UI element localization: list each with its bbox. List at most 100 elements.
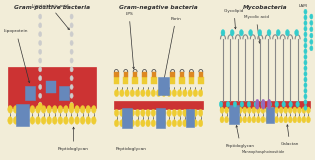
Circle shape	[304, 94, 307, 99]
Circle shape	[304, 60, 307, 65]
Circle shape	[70, 32, 73, 37]
Circle shape	[266, 116, 269, 123]
Circle shape	[284, 107, 288, 113]
Circle shape	[38, 103, 42, 110]
Circle shape	[146, 120, 150, 127]
Circle shape	[249, 30, 253, 36]
Circle shape	[47, 117, 52, 124]
Bar	[123, 72, 128, 77]
Circle shape	[262, 104, 265, 109]
Circle shape	[183, 120, 187, 127]
Bar	[46, 81, 56, 93]
Circle shape	[52, 106, 57, 113]
Circle shape	[183, 90, 187, 97]
Bar	[133, 72, 137, 77]
Text: Glycolipid: Glycolipid	[224, 9, 244, 29]
Circle shape	[151, 90, 156, 97]
Circle shape	[75, 117, 79, 124]
Circle shape	[193, 120, 198, 127]
Circle shape	[306, 107, 310, 113]
Circle shape	[304, 54, 307, 60]
Circle shape	[304, 77, 307, 82]
Circle shape	[141, 109, 145, 116]
Circle shape	[70, 67, 73, 72]
Circle shape	[267, 99, 271, 104]
Text: Mannophosphoinositide: Mannophosphoinositide	[242, 150, 285, 154]
Circle shape	[39, 67, 42, 72]
Bar	[186, 109, 194, 127]
Circle shape	[252, 116, 256, 123]
Text: LAM: LAM	[298, 4, 307, 8]
Bar	[16, 104, 29, 126]
Circle shape	[270, 116, 274, 123]
Circle shape	[238, 116, 242, 123]
Circle shape	[114, 120, 119, 127]
Circle shape	[247, 107, 251, 113]
Circle shape	[221, 30, 225, 36]
Circle shape	[70, 49, 73, 54]
Circle shape	[70, 40, 73, 45]
Circle shape	[167, 109, 171, 116]
Circle shape	[262, 102, 265, 107]
Circle shape	[279, 107, 283, 113]
Circle shape	[282, 101, 285, 107]
Bar	[142, 77, 147, 84]
Circle shape	[141, 90, 145, 97]
Circle shape	[275, 107, 278, 113]
Circle shape	[172, 109, 176, 116]
Circle shape	[220, 116, 224, 123]
Circle shape	[70, 14, 73, 19]
Circle shape	[270, 107, 274, 113]
Bar	[158, 77, 169, 95]
Circle shape	[225, 116, 228, 123]
Text: Mycobacteria: Mycobacteria	[243, 5, 288, 10]
Circle shape	[125, 120, 129, 127]
Circle shape	[268, 101, 272, 107]
Circle shape	[162, 90, 166, 97]
Circle shape	[254, 101, 258, 107]
Circle shape	[304, 26, 307, 31]
Circle shape	[261, 101, 265, 107]
Circle shape	[256, 107, 260, 113]
Circle shape	[295, 30, 299, 36]
Circle shape	[39, 76, 42, 81]
Circle shape	[13, 117, 18, 124]
Circle shape	[262, 99, 265, 104]
Circle shape	[261, 107, 265, 113]
Text: Peptidoglycan: Peptidoglycan	[116, 147, 146, 151]
Circle shape	[91, 106, 96, 113]
Circle shape	[304, 71, 307, 76]
Circle shape	[310, 20, 313, 25]
Bar	[198, 77, 203, 84]
Circle shape	[188, 90, 192, 97]
Circle shape	[36, 106, 40, 113]
Circle shape	[247, 101, 251, 107]
Circle shape	[47, 106, 52, 113]
Circle shape	[69, 117, 74, 124]
Circle shape	[275, 101, 278, 107]
Circle shape	[297, 107, 301, 113]
Circle shape	[70, 76, 73, 81]
Bar	[132, 77, 138, 84]
Circle shape	[234, 107, 238, 113]
Circle shape	[304, 49, 307, 54]
Circle shape	[296, 101, 299, 107]
Bar	[114, 101, 203, 109]
Circle shape	[167, 90, 171, 97]
Circle shape	[238, 107, 242, 113]
Bar	[8, 67, 96, 108]
Circle shape	[304, 37, 307, 43]
Circle shape	[151, 120, 156, 127]
Circle shape	[198, 120, 203, 127]
Circle shape	[70, 93, 73, 98]
Circle shape	[230, 30, 234, 36]
Circle shape	[252, 107, 256, 113]
Circle shape	[293, 116, 297, 123]
Circle shape	[183, 109, 187, 116]
Circle shape	[70, 58, 73, 63]
Circle shape	[302, 116, 306, 123]
Bar	[189, 72, 194, 77]
Circle shape	[284, 116, 288, 123]
Circle shape	[226, 101, 230, 107]
Circle shape	[229, 107, 233, 113]
